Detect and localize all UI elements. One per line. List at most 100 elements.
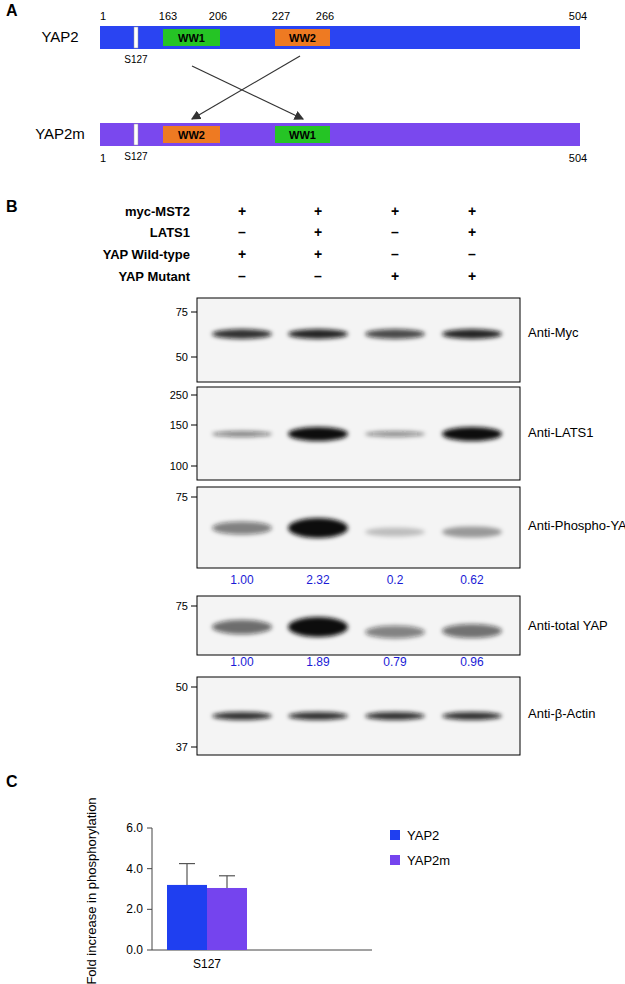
condition-sign: –	[238, 268, 246, 284]
quant-label: 1.00	[230, 573, 254, 587]
blot-frame	[197, 677, 520, 755]
y-tick-label: 2.0	[126, 902, 143, 916]
domain-label: WW1	[289, 129, 316, 141]
condition-sign: +	[314, 203, 322, 219]
band	[288, 617, 348, 637]
residue-number: 504	[569, 152, 587, 164]
band	[365, 625, 425, 638]
swap-arrow	[192, 66, 303, 119]
domain-box	[275, 29, 330, 46]
bands	[212, 712, 502, 720]
marker-tick	[191, 357, 197, 358]
band	[442, 427, 502, 441]
band	[442, 624, 502, 638]
construct-name: YAP2m	[35, 125, 85, 142]
band	[212, 620, 272, 634]
marker-label: 100	[170, 460, 188, 472]
band	[212, 329, 272, 339]
condition-label: LATS1	[150, 225, 190, 240]
blot-label: Anti-β-Actin	[528, 706, 595, 721]
blot: 75Anti-total YAP1.001.890.790.96	[176, 596, 608, 669]
band	[365, 431, 425, 437]
error-cap	[219, 875, 235, 876]
quant-label: 0.79	[383, 655, 407, 669]
y-tick	[147, 828, 152, 829]
bar	[207, 888, 247, 950]
blot: 5037Anti-β-Actin	[176, 677, 596, 755]
error-bar	[219, 876, 235, 888]
y-tick-label: 4.0	[126, 862, 143, 876]
domain-label: WW2	[178, 129, 205, 141]
legend-label: YAP2m	[407, 853, 450, 868]
condition-sign: +	[468, 268, 476, 284]
condition-label: YAP Mutant	[118, 269, 190, 284]
y-tick	[147, 950, 152, 951]
blot-label: Anti-total YAP	[528, 618, 608, 633]
bar	[167, 885, 207, 950]
band	[212, 712, 272, 720]
marker-tick	[191, 687, 197, 688]
y-tick	[147, 909, 152, 910]
band	[288, 427, 348, 441]
band	[288, 329, 348, 339]
condition-sign: +	[314, 246, 322, 262]
condition-sign: –	[391, 224, 399, 240]
band	[212, 431, 272, 437]
condition-sign: –	[314, 268, 322, 284]
marker-tick	[191, 747, 197, 748]
condition-label: YAP Wild-type	[103, 247, 190, 262]
band	[442, 526, 502, 537]
blot: 7550Anti-Myc	[176, 298, 579, 382]
blot-frame	[197, 596, 520, 655]
bands	[212, 518, 502, 538]
blot: 75Anti-Phospho-YAP S1271.002.320.20.62	[176, 487, 625, 587]
marker-label: 50	[176, 351, 188, 363]
domain-label: WW1	[178, 32, 205, 44]
band	[288, 518, 348, 538]
band	[365, 527, 425, 536]
legend-label: YAP2	[407, 828, 439, 843]
bands	[212, 617, 502, 639]
site-mark	[134, 27, 138, 48]
construct-name: YAP2	[41, 28, 78, 45]
domain-label: WW2	[289, 32, 316, 44]
bar-chart: Fold increase in phosphorylation0.02.04.…	[84, 797, 450, 984]
legend-swatch	[390, 855, 400, 865]
bands	[212, 329, 502, 339]
error-line	[226, 876, 227, 888]
blot-label: Anti-LATS1	[528, 425, 594, 440]
condition-sign: –	[391, 246, 399, 262]
band	[442, 329, 502, 339]
blot-label: Anti-Myc	[528, 325, 579, 340]
marker-label: 150	[170, 419, 188, 431]
quant-label: 2.32	[306, 573, 330, 587]
marker-tick	[191, 497, 197, 498]
residue-number: 227	[272, 10, 290, 22]
marker-tick	[191, 425, 197, 426]
domain-box	[163, 29, 220, 46]
construct: YAP2m WW2 WW1 S127 1 504	[35, 123, 587, 164]
condition-sign: +	[238, 246, 246, 262]
error-cap	[179, 863, 195, 864]
error-bar	[179, 864, 195, 885]
construct-bar	[100, 123, 580, 146]
condition-sign: –	[238, 224, 246, 240]
y-axis-label: Fold increase in phosphorylation	[84, 797, 99, 984]
quant-label: 1.89	[306, 655, 330, 669]
error-line	[186, 864, 187, 885]
panel-label: C	[6, 773, 18, 790]
construct-bar	[100, 26, 580, 49]
residue-number: 1	[100, 10, 106, 22]
swap-arrow	[192, 56, 300, 119]
condition-sign: +	[238, 203, 246, 219]
site-label: S127	[124, 151, 148, 162]
legend: YAP2 YAP2m	[390, 828, 450, 868]
quant-label: 0.62	[460, 573, 484, 587]
condition-sign: +	[314, 224, 322, 240]
marker-tick	[191, 606, 197, 607]
residue-number: 1	[100, 152, 106, 164]
residue-number: 163	[159, 10, 177, 22]
marker-label: 37	[176, 741, 188, 753]
band	[212, 521, 272, 534]
marker-tick	[191, 312, 197, 313]
